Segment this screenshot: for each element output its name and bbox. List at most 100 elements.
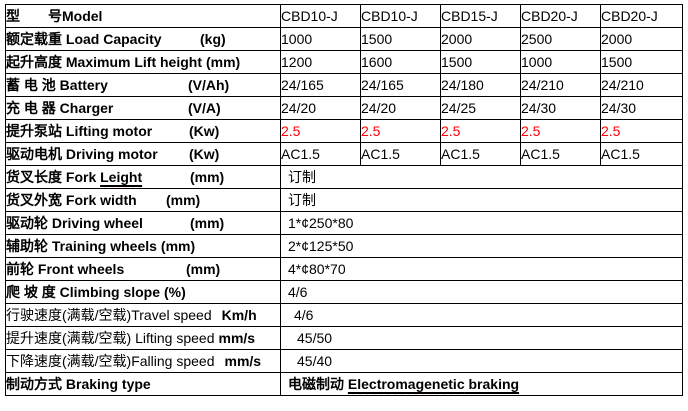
row-label-text: 充 电 器 Charger — [6, 100, 114, 116]
table-row-model: 型 号Model CBD10-J CBD10-J CBD15-J CBD20-J CBD2… — [5, 4, 683, 28]
cell-charger-2: 24/25 — [440, 96, 521, 120]
table-row-fork-length: 货叉长度 Fork Leight (mm) 订制 — [5, 165, 683, 189]
row-label-text: 制动方式 Braking type — [6, 376, 151, 392]
table-row-falling-speed: 下降速度(满载/空载)Falling speed mm/s 45/40 — [5, 349, 683, 373]
cell-load-capacity-2: 2000 — [440, 27, 521, 51]
cell-battery-0: 24/165 — [280, 73, 361, 97]
row-unit: (mm) — [166, 192, 201, 208]
cell-load-capacity-0: 1000 — [280, 27, 361, 51]
row-label-text: 驱动轮 Driving wheel — [6, 215, 143, 231]
row-unit: Km/h — [221, 307, 257, 323]
row-label-text: 蓄 电 池 Battery — [6, 77, 108, 93]
cell-lift-height-1: 1600 — [360, 50, 441, 74]
cell-driving-motor-4: AC1.5 — [600, 142, 683, 166]
row-label-lift-height: 起升高度 Maximum Lift height (mm) — [5, 50, 281, 74]
cell-driving-wheel-merged: 1*¢250*80 — [280, 211, 683, 235]
row-label-text: 提升泵站 Lifting motor — [6, 123, 153, 139]
cell-front-wheels-merged: 4*¢80*70 — [280, 257, 683, 281]
row-unit: (mm) — [190, 215, 225, 231]
row-unit: (%) — [164, 284, 186, 300]
cell-climbing-slope-merged: 4/6 — [280, 280, 683, 304]
row-label-text: 行驶速度(满载/空载)Travel speed — [6, 307, 212, 323]
cell-battery-3: 24/210 — [520, 73, 601, 97]
table-row-fork-width: 货叉外宽 Fork width (mm) 订制 — [5, 188, 683, 212]
table-row-training-wheels: 辅助轮 Training wheels (mm) 2*¢125*50 — [5, 234, 683, 258]
row-label-braking-type: 制动方式 Braking type — [5, 372, 281, 396]
row-label-text: 货叉外宽 Fork width — [6, 192, 137, 208]
table-row-driving-motor: 驱动电机 Driving motor (Kw) AC1.5 AC1.5 AC1.5 AC1… — [5, 142, 683, 166]
cell-driving-motor-0: AC1.5 — [280, 142, 361, 166]
row-unit: (V/A) — [188, 100, 221, 116]
table-row-climbing-slope: 爬 坡 度 Climbing slope (%) 4/6 — [5, 280, 683, 304]
cell-lift-height-4: 1500 — [600, 50, 683, 74]
row-label-text: 驱动电机 Driving motor — [6, 146, 158, 162]
cell-charger-3: 24/30 — [520, 96, 601, 120]
cell-lifting-motor-0: 2.5 — [280, 119, 361, 143]
braking-value-cn: 电磁制动 — [288, 376, 348, 392]
row-label-text: 起升高度 Maximum Lift height — [6, 54, 203, 70]
row-label-falling-speed: 下降速度(满载/空载)Falling speed mm/s — [5, 349, 281, 373]
table-row-load-capacity: 额定载重 Load Capacity (kg) 1000 1500 2000 2500 20… — [5, 27, 683, 51]
table-row-lifting-speed: 提升速度(满载/空载) Lifting speed mm/s 45/50 — [5, 326, 683, 350]
row-unit: mm/s — [224, 353, 262, 369]
row-label-front-wheels: 前轮 Front wheels (mm) — [5, 257, 281, 281]
row-label-text: 货叉长度 Fork — [6, 169, 101, 185]
row-unit: (mm) — [160, 238, 196, 254]
cell-lifting-motor-3: 2.5 — [520, 119, 601, 143]
cell-battery-4: 24/210 — [600, 73, 683, 97]
cell-lift-height-2: 1500 — [440, 50, 521, 74]
cell-load-capacity-1: 1500 — [360, 27, 441, 51]
row-label-battery: 蓄 电 池 Battery (V/Ah) — [5, 73, 281, 97]
misspelled-word: Leight — [100, 169, 143, 185]
row-unit: (Kw) — [189, 146, 220, 162]
table-row-lift-height: 起升高度 Maximum Lift height (mm) 1200 1600 1500… — [5, 50, 683, 74]
cell-lifting-motor-1: 2.5 — [360, 119, 441, 143]
cell-lifting-speed-merged: 45/50 — [280, 326, 683, 350]
cell-model-0: CBD10-J — [280, 4, 361, 28]
cell-driving-motor-2: AC1.5 — [440, 142, 521, 166]
row-label-fork-length: 货叉长度 Fork Leight (mm) — [5, 165, 281, 189]
cell-lift-height-3: 1000 — [520, 50, 601, 74]
table-row-braking-type: 制动方式 Braking type 电磁制动 Electromagenetic b… — [5, 372, 683, 396]
table-row-driving-wheel: 驱动轮 Driving wheel (mm) 1*¢250*80 — [5, 211, 683, 235]
row-unit: (mm) — [190, 169, 225, 185]
row-label-climbing-slope: 爬 坡 度 Climbing slope (%) — [5, 280, 281, 304]
row-label-lifting-speed: 提升速度(满载/空载) Lifting speed mm/s — [5, 326, 281, 350]
row-label-driving-motor: 驱动电机 Driving motor (Kw) — [5, 142, 281, 166]
spec-table-body: 型 号Model CBD10-J CBD10-J CBD15-J CBD20-J CBD2… — [5, 4, 683, 396]
cell-charger-4: 24/30 — [600, 96, 683, 120]
table-row-travel-speed: 行驶速度(满载/空载)Travel speed Km/h 4/6 — [5, 303, 683, 327]
cell-battery-1: 24/165 — [360, 73, 441, 97]
cell-model-4: CBD20-J — [600, 4, 683, 28]
row-unit: mm/s — [218, 330, 256, 346]
row-label-text: 提升速度(满载/空载) Lifting speed — [6, 330, 215, 346]
row-unit: (mm) — [186, 261, 221, 277]
row-label-text: 辅助轮 Training wheels — [6, 238, 157, 254]
table-row-charger: 充 电 器 Charger (V/A) 24/20 24/20 24/25 24/30 24… — [5, 96, 683, 120]
cell-load-capacity-4: 2000 — [600, 27, 683, 51]
row-label-travel-speed: 行驶速度(满载/空载)Travel speed Km/h — [5, 303, 281, 327]
row-label-training-wheels: 辅助轮 Training wheels (mm) — [5, 234, 281, 258]
row-label-charger: 充 电 器 Charger (V/A) — [5, 96, 281, 120]
table-row-lifting-motor: 提升泵站 Lifting motor (Kw) 2.5 2.5 2.5 2.5 2.5 — [5, 119, 683, 143]
spec-table: 型 号Model CBD10-J CBD10-J CBD15-J CBD20-J CBD2… — [5, 4, 683, 396]
table-row-front-wheels: 前轮 Front wheels (mm) 4*¢80*70 — [5, 257, 683, 281]
row-unit: (mm) — [206, 54, 241, 70]
row-unit: (V/Ah) — [188, 77, 230, 93]
row-unit: (Kw) — [189, 123, 220, 139]
row-label-text: 额定载重 Load Capacity — [6, 31, 162, 47]
cell-braking-type-merged: 电磁制动 Electromagenetic braking — [280, 372, 683, 396]
cell-model-1: CBD10-J — [360, 4, 441, 28]
row-label-load-capacity: 额定载重 Load Capacity (kg) — [5, 27, 281, 51]
row-label-text: 爬 坡 度 Climbing slope — [6, 284, 161, 300]
cell-training-wheels-merged: 2*¢125*50 — [280, 234, 683, 258]
cell-lifting-motor-4: 2.5 — [600, 119, 683, 143]
cell-fork-width-merged: 订制 — [280, 188, 683, 212]
cell-lifting-motor-2: 2.5 — [440, 119, 521, 143]
row-label-lifting-motor: 提升泵站 Lifting motor (Kw) — [5, 119, 281, 143]
cell-model-3: CBD20-J — [520, 4, 601, 28]
cell-lift-height-0: 1200 — [280, 50, 361, 74]
underlined-phrase: Electromagenetic braking — [348, 376, 519, 392]
cell-battery-2: 24/180 — [440, 73, 521, 97]
